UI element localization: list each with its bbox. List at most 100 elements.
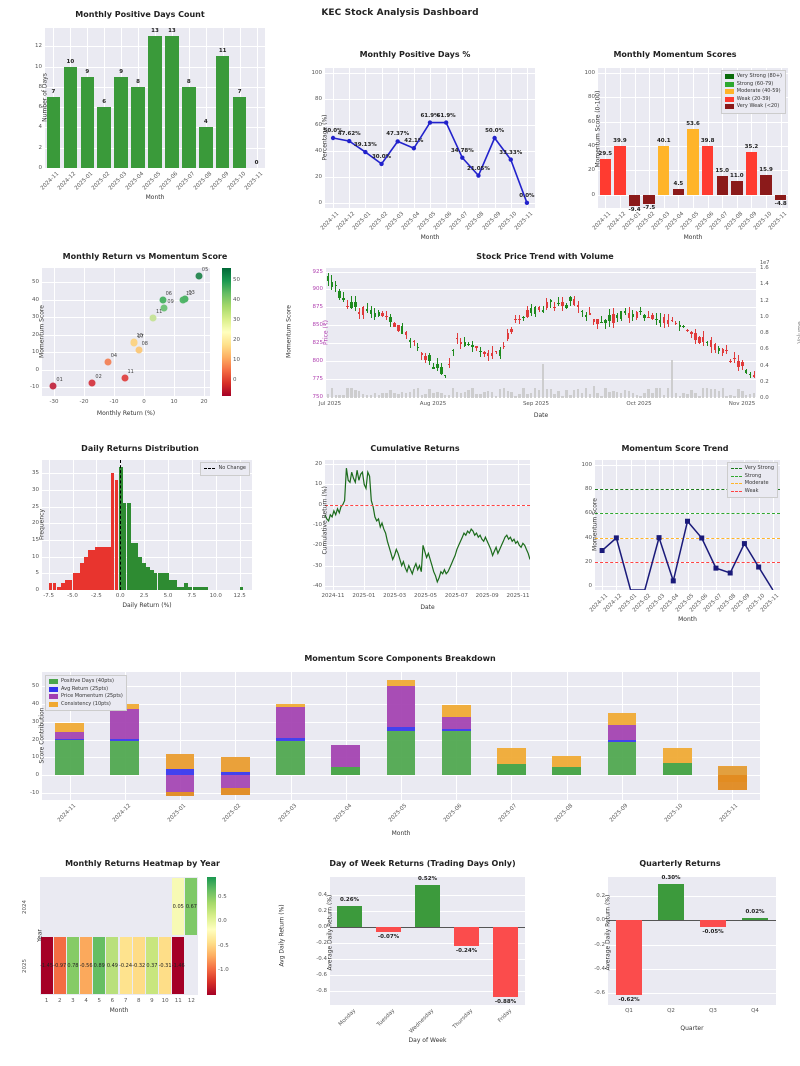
gridline-v [394, 460, 396, 590]
candle-body [416, 347, 420, 349]
y-tick-label: 20 [315, 173, 322, 180]
volume-bar [483, 391, 486, 398]
y-tick-label: 0 [318, 501, 323, 508]
gridline-v [751, 68, 753, 208]
gridline-v [72, 460, 74, 590]
stacked-segment [386, 730, 416, 776]
stacked-segment [276, 738, 305, 742]
y-tick-label: 4 [38, 124, 43, 131]
x-tick-label: 7.5 [187, 593, 197, 599]
y-tick-label: 40 [32, 701, 39, 707]
candle-body [506, 332, 509, 340]
candle-body [569, 296, 572, 301]
histogram-bar [80, 563, 84, 590]
bar-value-label: 39.8 [700, 138, 715, 145]
volume-bar [326, 393, 330, 398]
x-tick-label: 2025-04 [332, 803, 354, 824]
candle-body [381, 312, 384, 316]
y-axis-label-1: Percentage (%) [321, 114, 329, 161]
y-tick-label: 40 [315, 147, 322, 154]
colorbar-gradient-3 [222, 268, 231, 396]
candle-body [498, 350, 502, 356]
volume-bar [506, 390, 509, 398]
bar [731, 181, 743, 195]
candle-body [412, 340, 416, 342]
heatmap-cell-label: 0.05 [172, 903, 184, 910]
scatter-point-label: 12 [186, 290, 193, 297]
volume-bar [475, 394, 478, 398]
bar-value-label: 6 [102, 99, 107, 106]
stacked-segment [386, 727, 416, 731]
volume-bar [670, 359, 674, 398]
x-tick-label: 5 [97, 998, 102, 1004]
x-axis-label-1: Month [420, 234, 440, 241]
volume-bar [600, 396, 603, 398]
volume-bar [533, 388, 537, 398]
gridline-h [45, 168, 265, 169]
chart-legend: Very Strong (80+) Strong (60-79) Moderate … [720, 70, 786, 114]
histogram-bar [95, 546, 100, 590]
heatmap-cell [66, 936, 79, 995]
scatter-point-label: 01 [56, 377, 63, 384]
scatter-point-label: 02 [95, 373, 102, 380]
bar [337, 905, 362, 927]
y-tick-label: 0 [591, 191, 596, 198]
candle-body [432, 367, 435, 369]
gridline-h [42, 473, 252, 475]
candle-body [428, 355, 431, 362]
heatmap-cell [172, 936, 185, 995]
heatmap-cell [80, 936, 93, 995]
legend-label: Strong (60-79) [736, 80, 774, 87]
point-value-label: 61.9% [436, 112, 456, 119]
y-tick-label: 750 [312, 393, 324, 400]
gridline-h [42, 299, 210, 301]
chart-legend: Positive Days (40pts) Avg Return (25pts) P… [45, 675, 127, 711]
stacked-segment [441, 730, 471, 776]
candle-body [518, 319, 521, 321]
gridline-v [649, 68, 651, 208]
volume-bar [631, 392, 635, 398]
y-axis-label-7: Momentum Score [591, 498, 599, 551]
volume-bar [678, 396, 681, 398]
y-tick-label: 0 [35, 772, 40, 779]
x-tick-label: 10 [161, 998, 169, 1004]
gridline-v [397, 68, 399, 208]
volume-bar [393, 393, 396, 398]
volume-bar [510, 391, 513, 398]
volume-bar [702, 388, 705, 398]
candle-body [651, 315, 654, 320]
gridline-v [363, 460, 365, 590]
histogram-bar [72, 573, 77, 590]
y-tick-label: -0.4 [594, 965, 605, 972]
y-tick-label: -0.6 [594, 989, 605, 996]
heatmap-cell-label: 0.49 [106, 962, 118, 969]
volume-bar [436, 392, 439, 398]
volume-bar [514, 396, 517, 398]
plot-area-9: 0.05 0.67 -1.45 -0.97 0.78 -0.56 0.89 0.49 -0.24… [22, 877, 198, 1004]
volume-bar [549, 389, 552, 398]
x-tick-label: -10 [109, 399, 119, 405]
colorbar-tick-label: 30 [233, 317, 240, 323]
y-tick-label: 20 [585, 559, 592, 566]
volume-bar [584, 388, 588, 398]
x-axis-label-10: Day of Week [408, 1037, 447, 1044]
candle-body [616, 314, 619, 319]
candle-wick [581, 310, 583, 318]
y-axis-label-8: Score Contribution [38, 707, 46, 764]
heatmap-cell-label: 0.78 [67, 962, 79, 969]
y-axis-label-volume-4: Volume [796, 321, 800, 344]
y-tick-label: 60 [315, 122, 322, 129]
bar [165, 36, 179, 168]
bar [615, 920, 642, 996]
candle-wick [448, 357, 450, 369]
bar-value-label: 15.0 [715, 168, 730, 175]
volume-bar [627, 390, 631, 398]
zero-axis-line [608, 920, 776, 922]
volume-tick-label: 0.4 [760, 362, 769, 369]
gridline-v [381, 68, 383, 208]
plot-area-11: -0.6 -0.4 -0.2 0.0 0.2 -0.62% Q1 0.30% Q2 -0.05% Q… [594, 875, 776, 1014]
legend-label: No Change [218, 465, 246, 471]
x-tick-label: 1 [44, 998, 49, 1004]
volume-bar [346, 387, 349, 398]
chart-title-7: Momentum Score Trend [621, 444, 729, 453]
